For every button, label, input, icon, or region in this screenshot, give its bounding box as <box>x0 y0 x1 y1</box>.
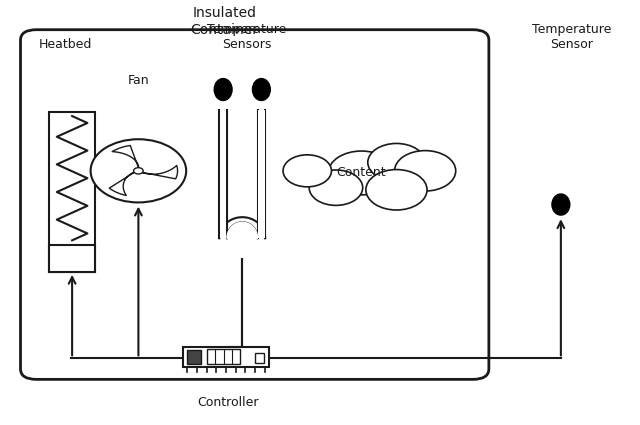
Bar <box>49 112 95 272</box>
Text: Temperature
Sensors: Temperature Sensors <box>207 23 287 51</box>
Text: Insulated
Container: Insulated Container <box>191 6 259 37</box>
Polygon shape <box>227 222 257 238</box>
Bar <box>255 353 264 363</box>
FancyBboxPatch shape <box>20 30 489 380</box>
Circle shape <box>309 170 363 205</box>
Ellipse shape <box>552 194 570 215</box>
Circle shape <box>366 170 427 210</box>
Ellipse shape <box>252 79 270 100</box>
Circle shape <box>134 168 143 174</box>
Circle shape <box>394 150 456 191</box>
Text: Temperature
Sensor: Temperature Sensor <box>532 23 611 51</box>
Ellipse shape <box>214 79 232 100</box>
Text: Content: Content <box>337 167 386 179</box>
Circle shape <box>283 155 332 187</box>
Circle shape <box>91 139 186 202</box>
Text: Fan: Fan <box>127 74 149 87</box>
Ellipse shape <box>304 147 451 207</box>
Bar <box>220 110 227 238</box>
Bar <box>49 244 95 272</box>
Bar <box>207 349 241 364</box>
Text: Controller: Controller <box>197 396 259 409</box>
Text: Heatbed: Heatbed <box>38 38 92 51</box>
Bar <box>258 110 264 238</box>
Circle shape <box>368 144 425 181</box>
Bar <box>187 350 201 364</box>
Circle shape <box>328 151 394 195</box>
Bar <box>183 346 269 367</box>
